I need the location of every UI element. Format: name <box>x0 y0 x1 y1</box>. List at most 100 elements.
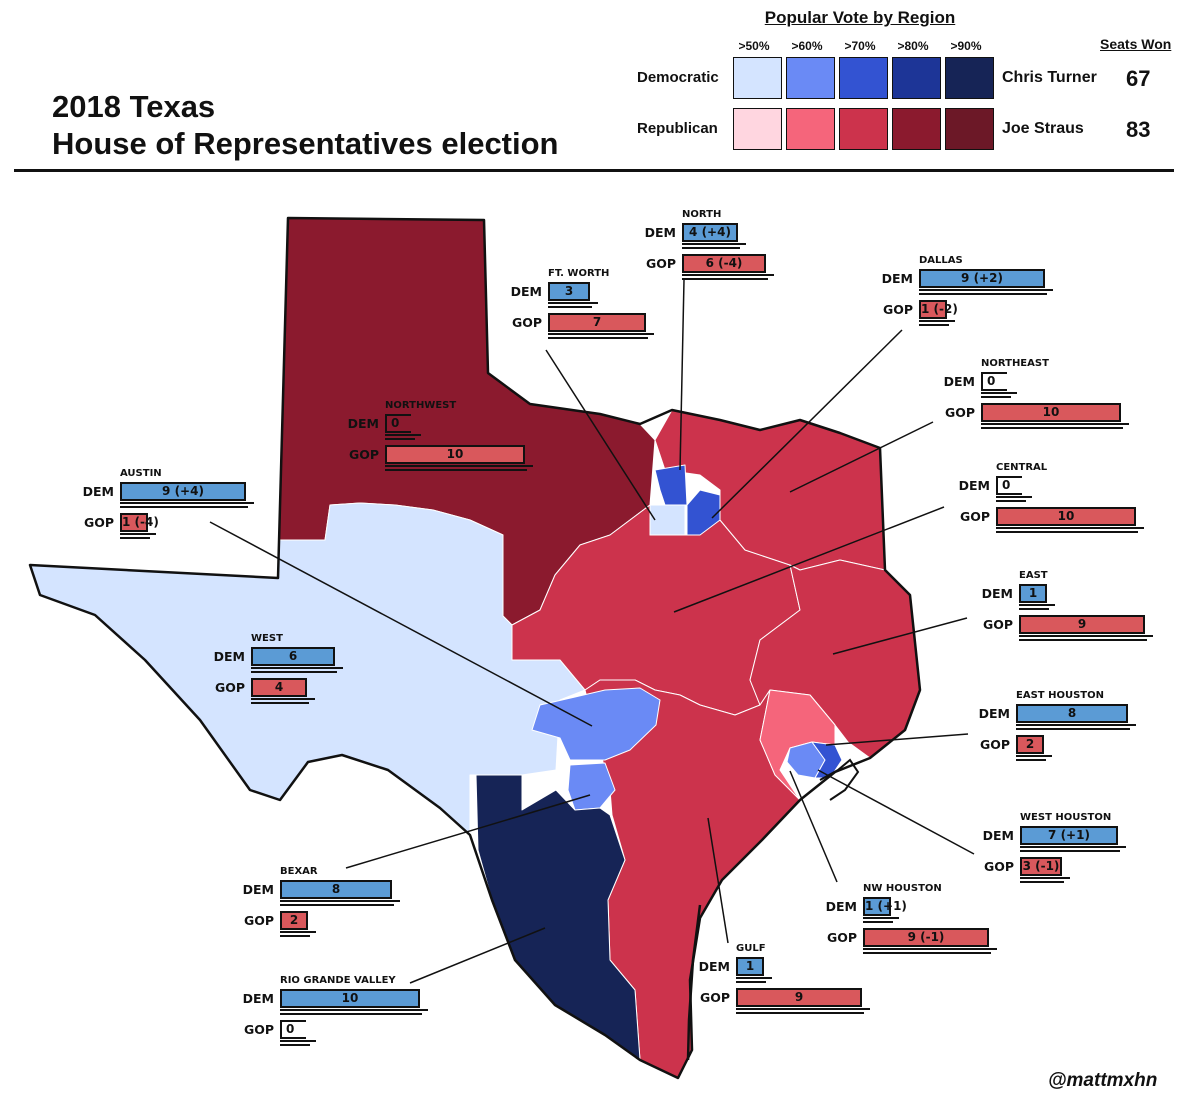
gop-bar-underline <box>682 274 774 276</box>
dem-seats-count: 67 <box>1126 66 1151 91</box>
dem-label: DEM <box>242 882 274 897</box>
gop-seat-bar-nw-houston: 9 (-1) <box>863 928 989 947</box>
title-line-2: House of Representatives election <box>52 126 559 161</box>
dem-label: DEM <box>213 649 245 664</box>
dem-bar-underline <box>251 671 337 673</box>
author-credit: @mattmxhn <box>1048 1070 1158 1091</box>
leader-line-dallas <box>711 329 903 519</box>
dem-bar-underline <box>1016 728 1130 730</box>
gop-bar-underline <box>1019 639 1147 641</box>
gop-bar-underline <box>1016 755 1052 757</box>
dem-seat-bar-northwest: 0 <box>385 414 411 433</box>
dem-bar-underline <box>280 1009 428 1011</box>
leader-line-gulf <box>707 817 729 944</box>
dem-label: DEM <box>510 284 542 299</box>
gop-bar-underline <box>736 1008 870 1010</box>
gop-bar-underline <box>919 320 955 322</box>
gop-bar-underline <box>120 533 156 535</box>
gop-seat-bar-west-houston: 3 (-1) <box>1020 857 1062 876</box>
dem-seat-bar-east: 1 <box>1019 584 1047 603</box>
region-austin <box>531 687 661 761</box>
gop-bar-underline <box>682 278 768 280</box>
title-line-1: 2018 Texas <box>52 89 216 124</box>
gop-bar-underline <box>385 469 527 471</box>
dem-label: DEM <box>958 478 990 493</box>
legend-swatch-dem-80 <box>892 57 941 99</box>
dem-bar-underline <box>385 438 415 440</box>
dem-seat-bar-east-houston: 8 <box>1016 704 1128 723</box>
padre-island-detail <box>686 904 702 1061</box>
legend-democratic-label: Democratic <box>637 69 719 86</box>
legend-swatch-dem-70 <box>839 57 888 99</box>
dem-bar-underline <box>1016 724 1136 726</box>
legend-swatch-gop-50 <box>733 108 782 150</box>
dem-bar-underline <box>548 306 592 308</box>
gop-bar-underline <box>385 465 533 467</box>
gop-label: GOP <box>882 302 913 317</box>
gop-bar-underline <box>251 698 315 700</box>
dem-seat-bar-bexar: 8 <box>280 880 392 899</box>
callout-name-east-houston: EAST HOUSTON <box>1016 690 1104 701</box>
dem-seat-bar-nw-houston: 1 (+1) <box>863 897 907 916</box>
callout-name-gulf: GULF <box>736 943 766 954</box>
dem-bar-underline <box>280 900 400 902</box>
gop-bar-underline <box>863 948 997 950</box>
gop-bar-underline <box>863 952 991 954</box>
dem-bar-underline <box>996 500 1026 502</box>
leader-line-west-houston <box>817 769 975 855</box>
legend-title: Popular Vote by Region <box>764 8 956 27</box>
dem-label: DEM <box>825 899 857 914</box>
gop-seat-bar-gulf: 9 <box>736 988 862 1007</box>
gop-bar-underline <box>1016 759 1046 761</box>
gop-seat-bar-rio-grande-valley: 0 <box>280 1020 306 1039</box>
gop-bar-underline <box>1020 877 1070 879</box>
leader-line-bexar <box>345 794 591 869</box>
gop-seat-bar-central: 10 <box>996 507 1136 526</box>
legend-swatch-dem-90 <box>945 57 994 99</box>
gop-seat-bar-east: 9 <box>1019 615 1145 634</box>
gop-bar-underline <box>120 537 150 539</box>
dem-label: DEM <box>644 225 676 240</box>
leader-line-central <box>673 506 945 613</box>
dem-seat-bar-central: 0 <box>996 476 1022 495</box>
title-divider <box>14 169 1174 172</box>
gop-seat-bar-northwest: 10 <box>385 445 525 464</box>
dem-bar-underline <box>120 506 248 508</box>
gop-bar-underline <box>280 1040 316 1042</box>
gop-seat-bar-bexar: 2 <box>280 911 308 930</box>
dem-bar-underline <box>863 921 893 923</box>
dem-label: DEM <box>242 991 274 1006</box>
dem-bar-underline <box>1020 846 1126 848</box>
leader-line-ft-worth <box>545 349 656 521</box>
dem-bar-underline <box>736 981 766 983</box>
dem-bar-underline <box>251 667 343 669</box>
dem-bar-underline <box>981 396 1011 398</box>
gop-label: GOP <box>982 617 1013 632</box>
gop-seat-bar-austin: 1 (-4) <box>120 513 159 532</box>
dem-seat-bar-west: 6 <box>251 647 335 666</box>
callout-name-northeast: NORTHEAST <box>981 358 1049 369</box>
gop-label: GOP <box>645 256 676 271</box>
legend-swatch-dem-60 <box>786 57 835 99</box>
dem-bar-underline <box>996 496 1032 498</box>
houston-coast-detail <box>819 758 860 801</box>
callout-name-west: WEST <box>251 633 283 644</box>
dem-seat-bar-west-houston: 7 (+1) <box>1020 826 1118 845</box>
callout-name-ft-worth: FT. WORTH <box>548 268 610 279</box>
region-east <box>749 559 921 759</box>
dem-label: DEM <box>881 271 913 286</box>
gop-label: GOP <box>979 737 1010 752</box>
dem-bar-underline <box>919 293 1047 295</box>
dem-seat-bar-austin: 9 (+4) <box>120 482 246 501</box>
gop-seat-bar-east-houston: 2 <box>1016 735 1044 754</box>
callout-name-north: NORTH <box>682 209 722 220</box>
callout-name-east: EAST <box>1019 570 1048 581</box>
gop-label: GOP <box>348 447 379 462</box>
gop-bar-underline <box>919 324 949 326</box>
dem-bar-underline <box>919 289 1053 291</box>
dem-seat-bar-northeast: 0 <box>981 372 1007 391</box>
legend-swatch-gop-90 <box>945 108 994 150</box>
gop-bar-underline <box>251 702 309 704</box>
callout-name-northwest: NORTHWEST <box>385 400 457 411</box>
leader-line-north <box>679 279 685 471</box>
